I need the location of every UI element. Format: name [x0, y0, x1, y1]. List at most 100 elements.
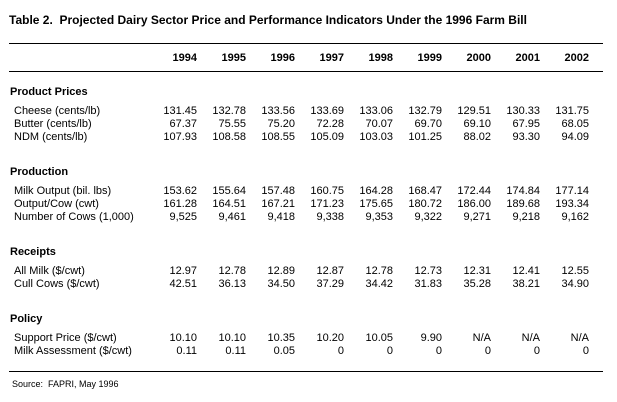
value-cell: 75.20: [267, 118, 295, 130]
value-cell: 0.05: [273, 345, 295, 357]
value-cell: 101.25: [408, 131, 442, 143]
value-cell: 10.10: [218, 332, 246, 344]
value-cell: 34.50: [267, 278, 295, 290]
value-cell: 107.93: [163, 131, 197, 143]
year-header-cell: 2000: [466, 51, 491, 64]
value-cell: 160.75: [310, 185, 344, 197]
value-cell: 70.07: [365, 118, 393, 130]
value-cell: 131.75: [555, 105, 589, 117]
value-cell: 12.73: [414, 265, 442, 277]
value-cell: 0: [386, 345, 393, 357]
year-header-cell: 1994: [172, 51, 197, 64]
row-label: Cheese (cents/lb): [14, 105, 101, 117]
table-title: Table 2. Projected Dairy Sector Price an…: [9, 13, 527, 27]
source-note: Source: FAPRI, May 1996: [12, 379, 119, 389]
value-cell: 12.41: [512, 265, 540, 277]
row-label: Number of Cows (1,000): [14, 211, 134, 223]
value-cell: 177.14: [555, 185, 589, 197]
table-row: Milk Output (bil. lbs) 153.62 155.64 157.48…: [9, 185, 603, 198]
value-cell: 103.03: [359, 131, 393, 143]
section-header-receipts: Receipts: [10, 246, 56, 258]
value-cell: 12.89: [267, 265, 295, 277]
row-label: Output/Cow (cwt): [14, 198, 99, 210]
value-cell: 153.62: [163, 185, 197, 197]
value-cell: 172.44: [457, 185, 491, 197]
value-cell: 72.28: [316, 118, 344, 130]
bottom-rule: [9, 371, 603, 372]
year-header-cell: 2002: [564, 51, 589, 64]
value-cell: 0: [484, 345, 491, 357]
value-cell: 9,162: [561, 211, 589, 223]
value-cell: 131.45: [163, 105, 197, 117]
value-cell: 0: [533, 345, 540, 357]
value-cell: 9,353: [365, 211, 393, 223]
table-row: Number of Cows (1,000) 9,525 9,461 9,418 9,3…: [9, 211, 603, 224]
value-cell: 10.20: [316, 332, 344, 344]
value-cell: 9,218: [512, 211, 540, 223]
table-row: Cull Cows ($/cwt) 42.51 36.13 34.50 37.29 34.…: [9, 278, 603, 291]
table-row: All Milk ($/cwt) 12.97 12.78 12.89 12.87 12.7…: [9, 265, 603, 278]
value-cell: 133.56: [261, 105, 295, 117]
value-cell: 164.28: [359, 185, 393, 197]
dairy-indicators-table: 1994 1995 1996 1997 1998 1999 2000 2001 2002 Pro…: [9, 43, 603, 372]
value-cell: 9,322: [414, 211, 442, 223]
row-label: Milk Assessment ($/cwt): [14, 345, 132, 357]
value-cell: 12.97: [169, 265, 197, 277]
table-body: Product Prices Cheese (cents/lb) 131.45 132…: [9, 86, 603, 358]
table-row: Output/Cow (cwt) 161.28 164.51 167.21 171.23…: [9, 198, 603, 211]
row-label: Milk Output (bil. lbs): [14, 185, 112, 197]
value-cell: 0: [337, 345, 344, 357]
value-cell: 12.31: [463, 265, 491, 277]
row-label: NDM (cents/lb): [14, 131, 88, 143]
value-cell: 34.90: [561, 278, 589, 290]
value-cell: 168.47: [408, 185, 442, 197]
section-header-product-prices: Product Prices: [10, 86, 88, 98]
value-cell: 0: [582, 345, 589, 357]
value-cell: 94.09: [561, 131, 589, 143]
value-cell: 108.58: [212, 131, 246, 143]
value-cell: 0.11: [225, 345, 246, 357]
year-header-row: 1994 1995 1996 1997 1998 1999 2000 2001 2002: [9, 44, 603, 71]
row-label: Support Price ($/cwt): [14, 332, 117, 344]
value-cell: 133.69: [310, 105, 344, 117]
value-cell: 133.06: [359, 105, 393, 117]
value-cell: 10.05: [365, 332, 393, 344]
value-cell: 10.35: [267, 332, 295, 344]
year-header-cell: 2001: [515, 51, 540, 64]
value-cell: 38.21: [512, 278, 540, 290]
value-cell: 161.28: [163, 198, 197, 210]
value-cell: 164.51: [212, 198, 246, 210]
value-cell: 37.29: [316, 278, 344, 290]
value-cell: 155.64: [212, 185, 246, 197]
value-cell: 105.09: [310, 131, 344, 143]
year-header-cell: 1998: [368, 51, 393, 64]
value-cell: 186.00: [457, 198, 491, 210]
value-cell: 10.10: [169, 332, 197, 344]
value-cell: 31.83: [414, 278, 442, 290]
value-cell: 12.78: [218, 265, 246, 277]
value-cell: 9.90: [420, 332, 442, 344]
value-cell: 75.55: [218, 118, 246, 130]
value-cell: 93.30: [512, 131, 540, 143]
table-row: Cheese (cents/lb) 131.45 132.78 133.56 133.6…: [9, 105, 603, 118]
value-cell: 0: [435, 345, 442, 357]
value-cell: 129.51: [457, 105, 491, 117]
value-cell: 132.78: [212, 105, 246, 117]
table-row: NDM (cents/lb) 107.93 108.58 108.55 105.09 10…: [9, 131, 603, 144]
table-row: Support Price ($/cwt) 10.10 10.10 10.35 10.2…: [9, 332, 603, 345]
value-cell: 67.37: [169, 118, 197, 130]
value-cell: 193.34: [555, 198, 589, 210]
value-cell: 12.78: [365, 265, 393, 277]
value-cell: 12.55: [561, 265, 589, 277]
value-cell: 69.70: [414, 118, 442, 130]
value-cell: 157.48: [261, 185, 295, 197]
value-cell: 132.79: [408, 105, 442, 117]
row-label: All Milk ($/cwt): [14, 265, 85, 277]
table-row: Milk Assessment ($/cwt) 0.11 0.11 0.05 0 0 0 0 0…: [9, 345, 603, 358]
value-cell: 42.51: [169, 278, 197, 290]
table-row: Butter (cents/lb) 67.37 75.55 75.20 72.28 70.…: [9, 118, 603, 131]
value-cell: 68.05: [561, 118, 589, 130]
value-cell: 9,461: [218, 211, 246, 223]
value-cell: 69.10: [463, 118, 491, 130]
